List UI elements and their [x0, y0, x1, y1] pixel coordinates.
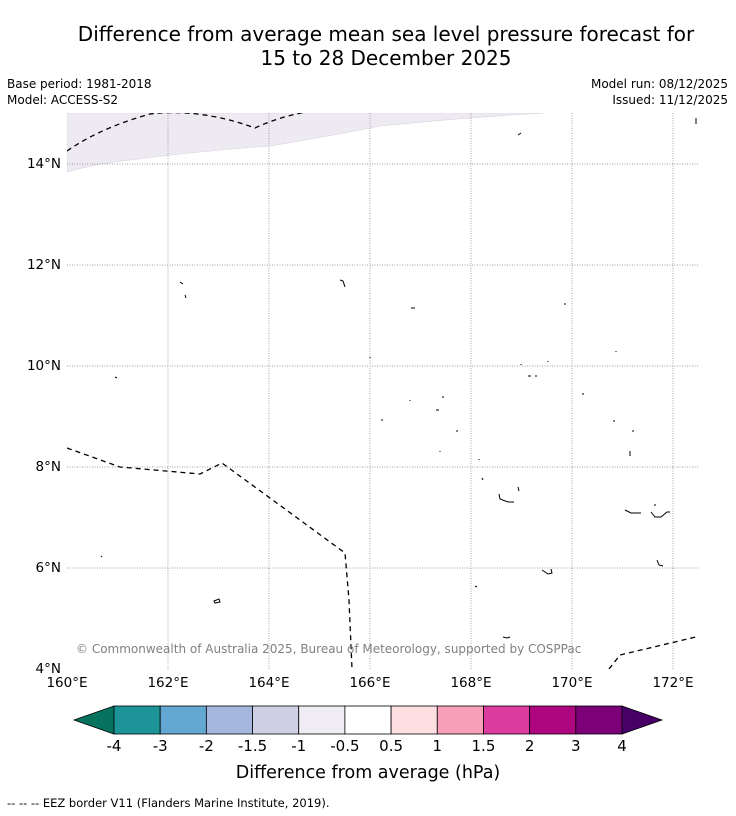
colorbar-segment	[113, 705, 161, 735]
longitude-labels: 160°E 162°E 164°E 166°E 168°E 170°E 172°…	[46, 675, 693, 691]
colorbar	[72, 705, 664, 735]
colorbar-tick-label: 3	[571, 737, 581, 755]
colorbar-extend-high	[621, 705, 664, 735]
colorbar-segment	[390, 705, 438, 735]
lat-label: 6°N	[36, 560, 61, 576]
eez-footnote: -- -- -- EEZ border V11 (Flanders Marine…	[7, 796, 330, 810]
colorbar-segment	[483, 705, 531, 735]
title-line-1: Difference from average mean sea level p…	[77, 22, 695, 46]
model-run: Model run: 08/12/2025	[590, 77, 728, 91]
colorbar-title: Difference from average (hPa)	[236, 763, 501, 783]
copyright-notice: © Commonwealth of Australia 2025, Bureau…	[76, 642, 581, 656]
lon-label: 172°E	[652, 675, 693, 691]
lon-label: 166°E	[349, 675, 390, 691]
lon-label: 160°E	[46, 675, 87, 691]
colorbar-segment	[344, 705, 392, 735]
lon-label: 168°E	[450, 675, 491, 691]
colorbar-segment	[159, 705, 207, 735]
colorbar-tick-label: -0.5	[330, 737, 359, 755]
colorbar-segment	[298, 705, 346, 735]
colorbar-tick-label: -4	[107, 737, 122, 755]
colorbar-tick-label: -3	[153, 737, 168, 755]
gridlines	[67, 113, 698, 669]
anomaly-band	[67, 113, 546, 173]
lon-label: 164°E	[248, 675, 289, 691]
colorbar-segment	[529, 705, 577, 735]
base-period: Base period: 1981-2018	[7, 77, 152, 91]
colorbar-tick-label: 0.5	[379, 737, 403, 755]
colorbar-tick-label: -1.5	[238, 737, 267, 755]
colorbar-segment	[252, 705, 300, 735]
issued-date: Issued: 11/12/2025	[612, 93, 728, 107]
lat-label: 4°N	[36, 661, 61, 677]
colorbar-tick-label: -1	[291, 737, 306, 755]
meta-right: Model run: 08/12/2025 Issued: 11/12/2025	[591, 76, 728, 108]
colorbar-ticks: -4 -3 -2 -1.5 -1 -0.5 0.5 1 1.5 2 3 4	[107, 737, 627, 755]
meta-left: Base period: 1981-2018 Model: ACCESS-S2	[7, 76, 152, 108]
lon-label: 162°E	[147, 675, 188, 691]
map-area	[67, 113, 698, 669]
lat-label: 14°N	[27, 156, 61, 172]
latitude-labels: 4°N 6°N 8°N 10°N 12°N 14°N	[27, 156, 61, 677]
islands	[100, 118, 697, 639]
lat-label: 8°N	[36, 459, 61, 475]
colorbar-segment	[205, 705, 253, 735]
eez-borders	[67, 113, 698, 669]
colorbar-tick-label: 2	[525, 737, 535, 755]
chart-title: Difference from average mean sea level p…	[0, 22, 736, 70]
colorbar-tick-label: -2	[199, 737, 214, 755]
colorbar-tick-label: 4	[617, 737, 627, 755]
colorbar-extend-low	[72, 705, 115, 735]
lat-label: 12°N	[27, 257, 61, 273]
title-line-2: 15 to 28 December 2025	[260, 46, 512, 70]
model-name: Model: ACCESS-S2	[7, 93, 119, 107]
colorbar-segment	[575, 705, 623, 735]
lon-label: 170°E	[551, 675, 592, 691]
colorbar-tick-label: 1.5	[472, 737, 496, 755]
colorbar-segment	[436, 705, 484, 735]
lat-label: 10°N	[27, 358, 61, 374]
colorbar-tick-label: 1	[432, 737, 442, 755]
